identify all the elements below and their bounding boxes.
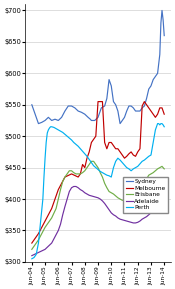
Brisbane <box>155 168 158 172</box>
Adelaide <box>163 202 165 205</box>
Brisbane <box>115 194 117 198</box>
Brisbane <box>44 226 46 229</box>
Sydney <box>155 73 158 77</box>
Melbourne <box>121 153 123 157</box>
Perth <box>114 163 116 166</box>
Perth <box>157 122 159 125</box>
Line: Perth: Perth <box>32 124 164 259</box>
Perth <box>62 131 64 134</box>
Line: Melbourne: Melbourne <box>32 102 164 243</box>
Adelaide <box>155 206 158 209</box>
Brisbane <box>87 164 89 168</box>
Melbourne <box>163 112 165 116</box>
Brisbane <box>121 199 123 202</box>
Sydney <box>45 118 47 121</box>
Sydney <box>37 122 40 125</box>
Brisbane <box>163 167 165 171</box>
Line: Adelaide: Adelaide <box>32 186 164 256</box>
Adelaide <box>44 248 46 251</box>
Sydney <box>161 9 163 12</box>
Brisbane <box>62 180 64 183</box>
Melbourne <box>31 241 33 245</box>
Perth <box>31 257 33 260</box>
Perth <box>87 156 89 160</box>
Adelaide <box>73 185 75 188</box>
Sydney <box>88 116 90 120</box>
Line: Sydney: Sydney <box>32 10 164 124</box>
Sydney <box>115 103 117 106</box>
Brisbane <box>90 160 92 163</box>
Sydney <box>163 34 165 37</box>
Sydney <box>63 111 65 115</box>
Sydney <box>31 103 33 106</box>
Adelaide <box>121 218 123 222</box>
Adelaide <box>31 254 33 257</box>
Perth <box>44 156 46 160</box>
Melbourne <box>44 219 46 223</box>
Melbourne <box>155 114 158 118</box>
Adelaide <box>88 194 90 197</box>
Line: Brisbane: Brisbane <box>32 161 164 249</box>
Melbourne <box>62 179 64 183</box>
Adelaide <box>115 214 117 218</box>
Brisbane <box>31 248 33 251</box>
Adelaide <box>62 213 64 216</box>
Perth <box>154 128 156 131</box>
Perth <box>120 160 122 163</box>
Melbourne <box>115 147 117 151</box>
Melbourne <box>87 153 89 157</box>
Melbourne <box>97 100 99 103</box>
Perth <box>163 125 165 129</box>
Legend: Sydney, Melbourne, Brisbane, Adelaide, Perth: Sydney, Melbourne, Brisbane, Adelaide, P… <box>123 177 168 213</box>
Sydney <box>121 119 123 122</box>
